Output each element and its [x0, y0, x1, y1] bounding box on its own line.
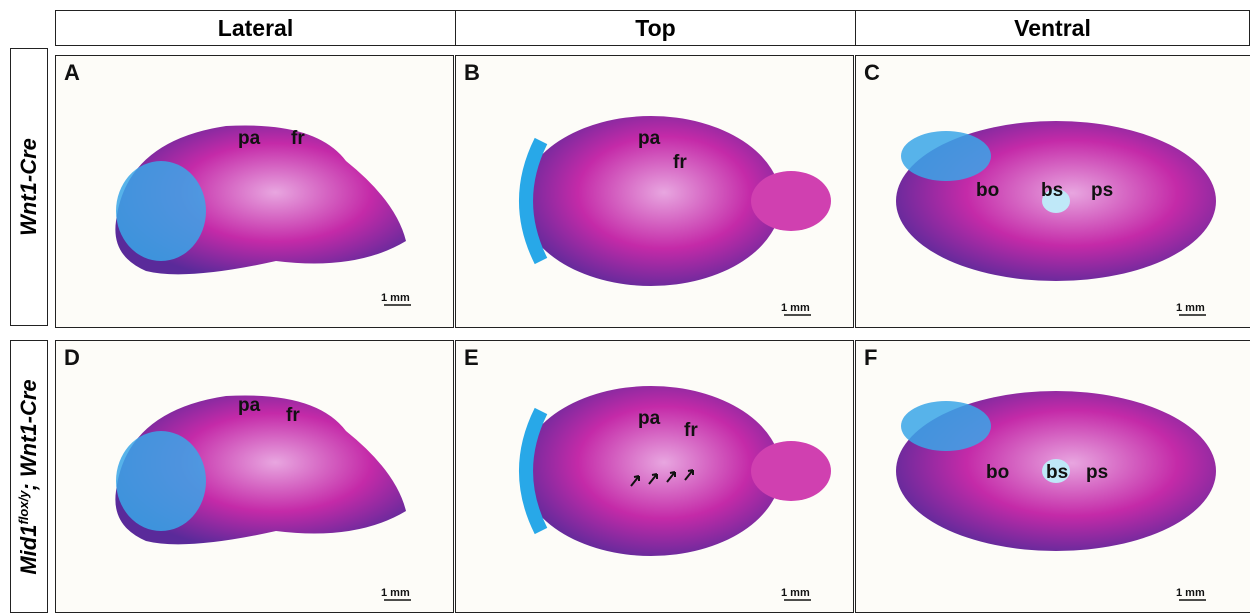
row-label-text: Wnt1-Cre — [16, 138, 42, 236]
scale-bar-label: 1 mm — [381, 292, 410, 304]
skull-image: Apa fr 1 mm — [56, 56, 454, 328]
panel-letter: E — [464, 345, 479, 370]
annotation: pa — [638, 408, 661, 429]
scale-bar-label: 1 mm — [1176, 302, 1205, 314]
scale-bar-label: 1 mm — [781, 302, 810, 314]
row-label-text: Mid1flox/y; Wnt1-Cre — [16, 379, 42, 574]
row-label: Mid1flox/y; Wnt1-Cre — [10, 340, 48, 613]
annotation: pa — [638, 128, 661, 149]
column-header: Top — [455, 10, 856, 46]
panel-letter: B — [464, 60, 480, 85]
scale-bar-label: 1 mm — [381, 587, 410, 599]
annotation: ps — [1091, 180, 1113, 201]
row-label: Wnt1-Cre — [10, 48, 48, 326]
cartilage — [116, 431, 206, 531]
annotation: bo — [986, 462, 1009, 483]
nasal — [751, 441, 831, 501]
annotation: pa — [238, 128, 261, 149]
annotation: bo — [976, 180, 999, 201]
annotation: fr — [291, 128, 305, 149]
cartilage — [901, 401, 991, 451]
skull-image: Cbo bs ps 1 mm — [856, 56, 1250, 328]
gene-rest: ; Wnt1-Cre — [16, 379, 41, 490]
skull-image: Epa fr 1 mm — [456, 341, 854, 613]
annotation: bs — [1046, 462, 1068, 483]
panel-letter: A — [64, 60, 80, 85]
gene: Mid1 — [16, 524, 41, 574]
panel-letter: D — [64, 345, 80, 370]
column-header: Lateral — [55, 10, 456, 46]
annotation: fr — [684, 420, 698, 441]
scale-bar-label: 1 mm — [781, 587, 810, 599]
scale-bar-label: 1 mm — [1176, 587, 1205, 599]
cartilage — [116, 161, 206, 261]
skull-image: Dpa fr 1 mm — [56, 341, 454, 613]
annotation: pa — [238, 395, 261, 416]
annotation: fr — [673, 152, 687, 173]
panel-letter: C — [864, 60, 880, 85]
annotation: bs — [1041, 180, 1063, 201]
superscript: flox/y — [16, 490, 31, 524]
annotation: ps — [1086, 462, 1108, 483]
column-header: Ventral — [855, 10, 1250, 46]
annotation: fr — [286, 405, 300, 426]
figure: Lateral Top Ventral Wnt1-Cre Mid1flox/y;… — [0, 0, 1250, 613]
panel-letter: F — [864, 345, 877, 370]
cartilage — [901, 131, 991, 181]
nasal — [751, 171, 831, 231]
